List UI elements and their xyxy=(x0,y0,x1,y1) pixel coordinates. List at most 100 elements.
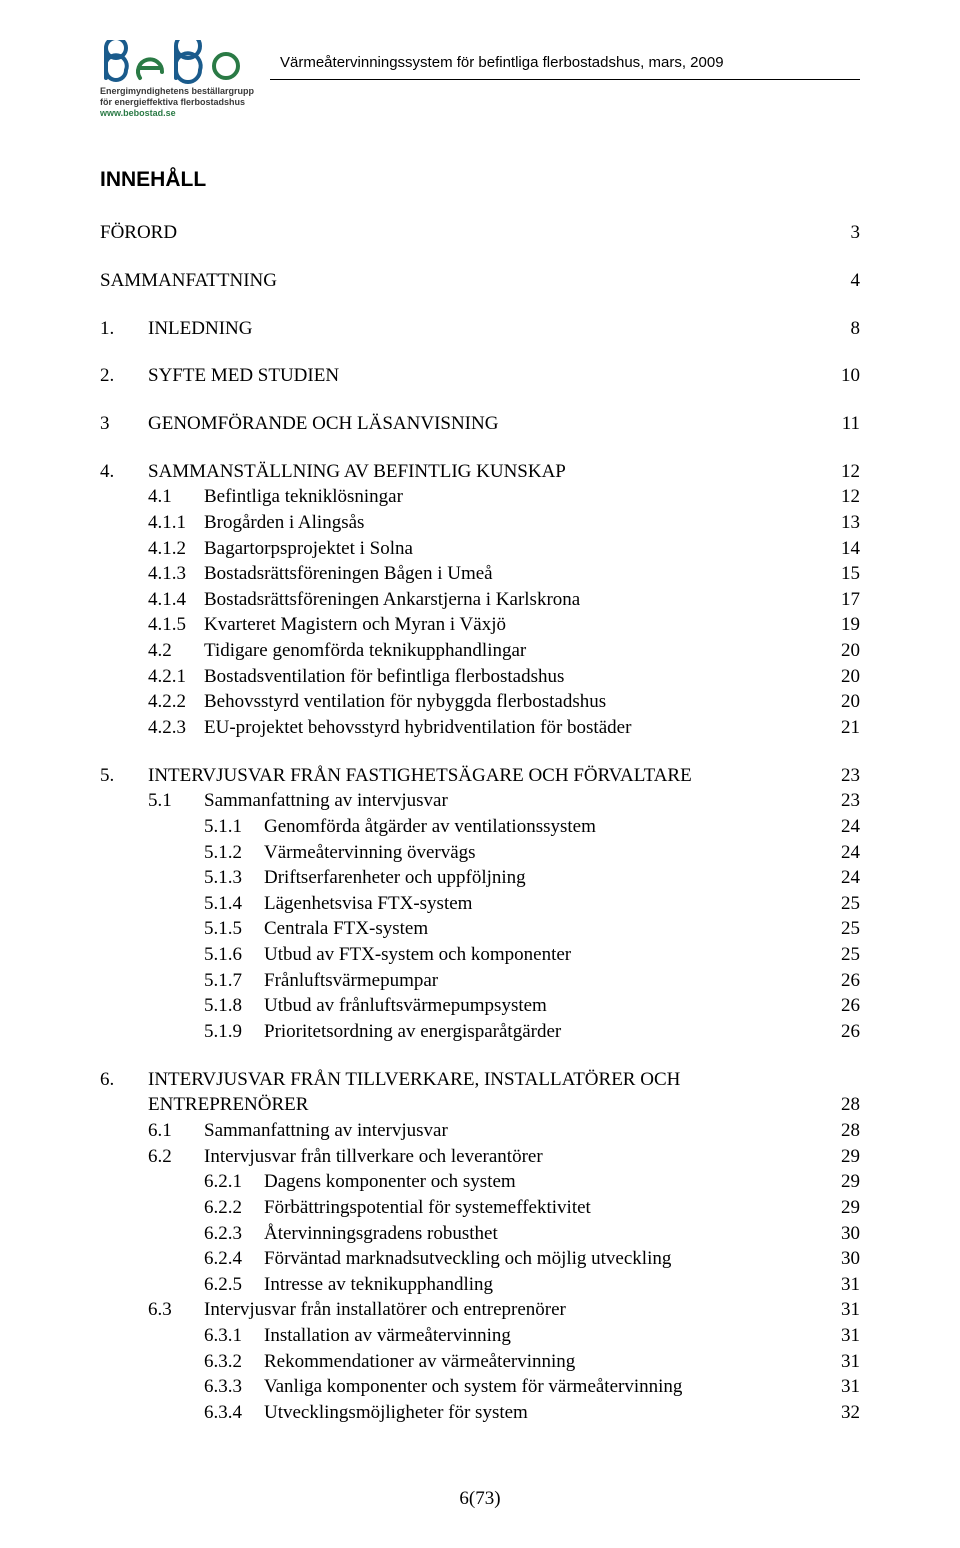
toc-entry: 6.2.5Intresse av teknikupphandling 31 xyxy=(100,1272,860,1298)
toc-label: Frånluftsvärmepumpar xyxy=(264,968,438,994)
toc-entry: 5.1.7Frånluftsvärmepumpar 26 xyxy=(100,968,860,994)
toc-num: 6.2.2 xyxy=(204,1195,264,1221)
toc-page: 25 xyxy=(829,942,860,968)
toc-entry: 6.3.4Utvecklingsmöjligheter för system 3… xyxy=(100,1400,860,1426)
toc-label: Sammanfattning av intervjusvar xyxy=(204,788,448,814)
toc-num: 6.3 xyxy=(148,1297,204,1323)
logo-url: www.bebostad.se xyxy=(100,108,176,118)
toc-num: 6.3.3 xyxy=(204,1374,264,1400)
toc-entry: 6.3.2Rekommendationer av värmeåtervinnin… xyxy=(100,1349,860,1375)
toc-num: 4.2 xyxy=(148,638,204,664)
toc-entry: 4.1Befintliga tekniklösningar 12 xyxy=(100,484,860,510)
toc-entry: 4.2Tidigare genomförda teknikupphandling… xyxy=(100,638,860,664)
toc-label: Driftserfarenheter och uppföljning xyxy=(264,865,526,891)
page-footer: 6(73) xyxy=(0,1488,960,1510)
toc-entry: 5.1.6Utbud av FTX-system och komponenter… xyxy=(100,942,860,968)
toc-page: 23 xyxy=(829,788,860,814)
toc-page: 24 xyxy=(829,840,860,866)
toc-page: 24 xyxy=(829,865,860,891)
toc-page: 28 xyxy=(829,1118,860,1144)
toc-label: Utbud av FTX-system och komponenter xyxy=(264,942,571,968)
toc-label: SAMMANSTÄLLNING AV BEFINTLIG KUNSKAP xyxy=(148,459,566,485)
toc-label: Brogården i Alingsås xyxy=(204,510,364,536)
toc-num: 5.1.6 xyxy=(204,942,264,968)
toc-entry: 4.2.2Behovsstyrd ventilation för nybyggd… xyxy=(100,689,860,715)
toc-page: 29 xyxy=(829,1195,860,1221)
toc-num: 6.2.5 xyxy=(204,1272,264,1298)
toc-page: 20 xyxy=(829,689,860,715)
toc-label: Prioritetsordning av energisparåtgärder xyxy=(264,1019,561,1045)
toc-page: 12 xyxy=(829,459,860,485)
toc-label: Intervjusvar från tillverkare och levera… xyxy=(204,1144,543,1170)
toc-page: 31 xyxy=(829,1349,860,1375)
toc-num: 4.2.2 xyxy=(148,689,204,715)
toc-page: 31 xyxy=(829,1374,860,1400)
toc-entry: 5.1Sammanfattning av intervjusvar 23 xyxy=(100,788,860,814)
toc-entry: 6.2.4Förväntad marknadsutveckling och mö… xyxy=(100,1246,860,1272)
logo-subtext: Energimyndighetens beställargrupp för en… xyxy=(100,86,270,118)
toc-label: Centrala FTX-system xyxy=(264,916,428,942)
toc-label: Återvinningsgradens robusthet xyxy=(264,1221,498,1247)
toc-page: 12 xyxy=(829,484,860,510)
toc-entry: 4.1.5Kvarteret Magistern och Myran i Väx… xyxy=(100,612,860,638)
toc-num: 4.2.3 xyxy=(148,715,204,741)
toc-page: 26 xyxy=(829,1019,860,1045)
toc-num: 6.2.3 xyxy=(204,1221,264,1247)
toc-page: 25 xyxy=(829,916,860,942)
toc-page: 10 xyxy=(829,363,860,389)
toc-page: 26 xyxy=(829,968,860,994)
toc-entry: 5.1.5Centrala FTX-system 25 xyxy=(100,916,860,942)
toc-page: 30 xyxy=(829,1221,860,1247)
toc-num: 6. xyxy=(100,1067,148,1093)
toc-label: Sammanfattning av intervjusvar xyxy=(204,1118,448,1144)
toc-num: 4.1.3 xyxy=(148,561,204,587)
toc-entry: 4.2.3EU-projektet behovsstyrd hybridvent… xyxy=(100,715,860,741)
toc-entry: 5.1.3Driftserfarenheter och uppföljning … xyxy=(100,865,860,891)
toc-page: 20 xyxy=(829,638,860,664)
toc-num: 6.3.4 xyxy=(204,1400,264,1426)
toc-label: Bagartorpsprojektet i Solna xyxy=(204,536,413,562)
toc-label: Lägenhetsvisa FTX-system xyxy=(264,891,472,917)
toc-label: INTERVJUSVAR FRÅN TILLVERKARE, INSTALLAT… xyxy=(148,1067,680,1093)
logo-subtext-line1: Energimyndighetens beställargrupp xyxy=(100,86,254,96)
toc-entry: 6.3.3Vanliga komponenter och system för … xyxy=(100,1374,860,1400)
toc-entry: 5.1.8Utbud av frånluftsvärmepumpsystem 2… xyxy=(100,993,860,1019)
toc-label: Kvarteret Magistern och Myran i Växjö xyxy=(204,612,506,638)
toc-entry-continuation: ENTREPRENÖRER 28 xyxy=(100,1092,860,1118)
toc-page: 23 xyxy=(829,763,860,789)
toc-entry: 6.2.2Förbättringspotential för systemeff… xyxy=(100,1195,860,1221)
content: INNEHÅLL FÖRORD 3 SAMMANFATTNING 4 1.INL… xyxy=(100,168,860,1425)
toc-num: 4.1 xyxy=(148,484,204,510)
toc-page: 21 xyxy=(829,715,860,741)
toc-entry: 6.2.1Dagens komponenter och system 29 xyxy=(100,1169,860,1195)
toc-num: 6.2 xyxy=(148,1144,204,1170)
toc-entry: 5.1.1Genomförda åtgärder av ventilations… xyxy=(100,814,860,840)
toc-page: 8 xyxy=(839,316,861,342)
running-title: Värmeåtervinningssystem för befintliga f… xyxy=(270,40,860,80)
toc-label: SAMMANFATTNING xyxy=(100,268,277,294)
toc-label: Bostadsrättsföreningen Bågen i Umeå xyxy=(204,561,493,587)
toc-entry: 5.1.2Värmeåtervinning övervägs 24 xyxy=(100,840,860,866)
toc-num: 5.1.8 xyxy=(204,993,264,1019)
toc-label: Rekommendationer av värmeåtervinning xyxy=(264,1349,575,1375)
toc-label: Genomförda åtgärder av ventilationssyste… xyxy=(264,814,596,840)
toc-label: Dagens komponenter och system xyxy=(264,1169,516,1195)
toc-page: 32 xyxy=(829,1400,860,1426)
toc-label: Vanliga komponenter och system för värme… xyxy=(264,1374,682,1400)
toc-label: Bostadsventilation för befintliga flerbo… xyxy=(204,664,564,690)
toc-entry: 6.1Sammanfattning av intervjusvar 28 xyxy=(100,1118,860,1144)
toc-label: Utvecklingsmöjligheter för system xyxy=(264,1400,528,1426)
toc-num: 4.1.4 xyxy=(148,587,204,613)
toc-entry: 5.1.9Prioritetsordning av energisparåtgä… xyxy=(100,1019,860,1045)
toc-label: Intervjusvar från installatörer och entr… xyxy=(204,1297,566,1323)
toc-label: SYFTE MED STUDIEN xyxy=(148,363,339,389)
bebo-logo xyxy=(100,40,250,84)
toc-label: ENTREPRENÖRER xyxy=(148,1092,308,1118)
toc-num: 5.1.2 xyxy=(204,840,264,866)
toc-label: INTERVJUSVAR FRÅN FASTIGHETSÄGARE OCH FÖ… xyxy=(148,763,692,789)
toc-page: 17 xyxy=(829,587,860,613)
toc-page: 13 xyxy=(829,510,860,536)
toc-label: FÖRORD xyxy=(100,220,177,246)
toc-page: 14 xyxy=(829,536,860,562)
toc-num: 4.1.5 xyxy=(148,612,204,638)
